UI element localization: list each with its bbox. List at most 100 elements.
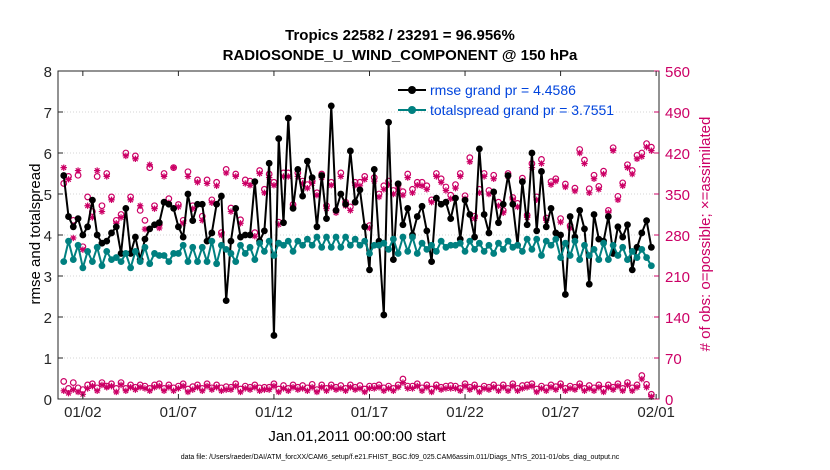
rmse-point	[356, 186, 364, 194]
y-right-tick-label: 280	[665, 228, 690, 245]
obs-assimilated-marker	[576, 149, 583, 157]
obs-rejected-assimilated-marker	[103, 384, 110, 391]
rmse-point	[404, 204, 412, 212]
totalspread-point	[624, 256, 631, 263]
obs-rejected-assimilated-marker	[476, 388, 483, 396]
obs-assimilated-marker	[500, 209, 507, 216]
obs-assimilated-marker	[141, 225, 149, 233]
obs-assimilated-marker	[595, 186, 603, 193]
obs-rejected-assimilated-marker	[624, 381, 631, 389]
rmse-point	[428, 258, 435, 266]
totalspread-point	[561, 239, 569, 247]
rmse-point	[208, 229, 216, 237]
obs-assimilated-marker	[280, 173, 287, 180]
totalspread-point	[418, 239, 426, 247]
obs-assimilated-marker	[98, 208, 106, 215]
rmse-point	[141, 235, 149, 243]
obs-assimilated-marker	[103, 173, 110, 180]
totalspread-point	[647, 262, 655, 270]
obs-assimilated-marker	[633, 155, 641, 163]
obs-assimilated-marker	[485, 190, 493, 198]
rmse-point	[432, 194, 440, 202]
rmse-point	[504, 172, 512, 179]
totalspread-point	[380, 239, 388, 247]
obs-assimilated-marker	[79, 246, 87, 253]
obs-assimilated-marker	[122, 152, 130, 160]
obs-rejected-assimilated-marker	[461, 382, 469, 390]
obs-rejected-possible-marker	[69, 379, 77, 387]
obs-assimilated-marker	[84, 202, 91, 209]
obs-rejected-assimilated-marker	[117, 381, 125, 389]
obs-rejected-assimilated-marker	[127, 384, 134, 391]
rmse-point	[79, 231, 87, 239]
totalspread-point	[485, 241, 493, 249]
rmse-point	[303, 157, 311, 165]
rmse-point	[194, 200, 201, 208]
rmse-point	[628, 266, 636, 274]
obs-assimilated-marker	[351, 182, 359, 189]
obs-rejected-assimilated-marker	[638, 375, 646, 383]
obs-rejected-assimilated-marker	[519, 385, 526, 392]
obs-assimilated-marker	[113, 220, 120, 227]
totalspread-point	[523, 235, 531, 243]
totalspread-point	[499, 245, 507, 253]
obs-assimilated-marker	[117, 214, 125, 221]
totalspread-point	[385, 245, 392, 253]
obs-assimilated-marker	[447, 195, 454, 202]
obs-rejected-assimilated-marker	[256, 387, 263, 394]
obs-assimilated-marker	[328, 182, 335, 189]
obs-rejected-assimilated-marker	[495, 387, 502, 394]
obs-assimilated-marker	[571, 187, 579, 195]
totalspread-point	[60, 258, 68, 266]
totalspread-point	[189, 243, 197, 251]
totalspread-point	[284, 237, 292, 245]
obs-assimilated-marker	[227, 208, 235, 215]
rmse-point	[538, 168, 545, 175]
obs-assimilated-marker	[466, 158, 474, 165]
rmse-point	[165, 200, 173, 208]
rmse-point	[155, 219, 163, 227]
obs-rejected-assimilated-marker	[562, 387, 569, 394]
obs-rejected-assimilated-marker	[423, 384, 431, 391]
rmse-point	[122, 204, 130, 212]
rmse-point	[323, 215, 330, 223]
obs-assimilated-marker	[590, 175, 598, 182]
rmse-point	[131, 233, 139, 241]
totalspread-point	[260, 248, 268, 255]
obs-rejected-assimilated-marker	[442, 385, 450, 392]
obs-rejected-assimilated-marker	[633, 384, 641, 391]
totalspread-point	[122, 250, 130, 257]
y-right-tick-label: 140	[665, 310, 690, 327]
obs-rejected-assimilated-marker	[595, 384, 603, 391]
obs-rejected-assimilated-marker	[304, 387, 311, 394]
rmse-point	[88, 196, 96, 204]
obs-rejected-assimilated-marker	[98, 381, 106, 389]
totalspread-point	[289, 248, 297, 255]
obs-rejected-assimilated-marker	[471, 384, 478, 391]
obs-rejected-assimilated-marker	[552, 386, 560, 393]
obs-rejected-assimilated-marker	[380, 387, 388, 394]
obs-assimilated-marker	[213, 182, 220, 189]
y-tick-label: 2	[44, 310, 52, 327]
totalspread-point	[538, 252, 545, 259]
obs-assimilated-marker	[586, 189, 593, 197]
rmse-point	[332, 207, 340, 214]
totalspread-point	[179, 241, 187, 249]
obs-assimilated-marker	[433, 173, 440, 180]
rmse-point	[103, 237, 111, 245]
obs-assimilated-marker	[136, 202, 144, 209]
totalspread-point	[370, 241, 378, 249]
rmse-point	[542, 223, 550, 231]
rmse-point	[604, 213, 612, 220]
obs-rejected-assimilated-marker	[113, 388, 120, 396]
obs-rejected-assimilated-marker	[466, 386, 474, 393]
obs-rejected-assimilated-marker	[251, 384, 259, 391]
obs-assimilated-marker	[151, 205, 158, 212]
obs-rejected-assimilated-marker	[457, 387, 464, 394]
totalspread-point	[366, 250, 373, 257]
obs-assimilated-marker	[299, 180, 306, 187]
totalspread-point	[351, 235, 359, 243]
totalspread-point	[170, 250, 178, 257]
obs-rejected-assimilated-marker	[648, 393, 655, 400]
y-tick-label: 6	[44, 146, 52, 163]
